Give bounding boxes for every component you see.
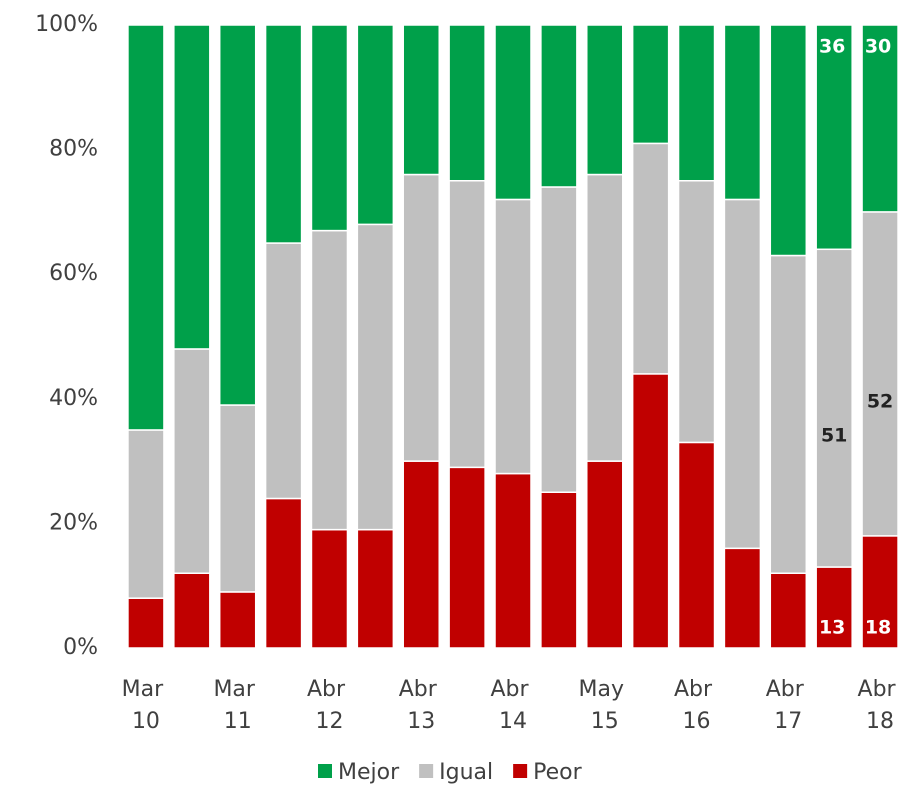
bar-segment (402, 173, 440, 462)
bar-segment (631, 142, 670, 375)
bar-segment (494, 472, 532, 649)
bar-segment (540, 186, 578, 493)
y-tick-label: 0% (63, 635, 98, 660)
y-tick-label: 80% (49, 137, 98, 162)
x-tick-line: 16 (683, 709, 711, 734)
x-tick-label: May 15 (579, 677, 631, 734)
legend-label: Igual (439, 760, 493, 785)
bar-segment (448, 24, 486, 182)
x-tick-line: Abr (766, 677, 811, 702)
x-tick-line: Mar (213, 677, 262, 702)
bar-segment (356, 24, 395, 226)
bar-segment (677, 180, 716, 444)
x-tick-label: Abr 18 (858, 677, 903, 734)
data-label: 52 (867, 390, 893, 412)
y-tick-label: 60% (49, 261, 98, 286)
data-label: 13 (819, 617, 845, 639)
bar-segment (173, 348, 211, 574)
bar-segment (310, 229, 349, 531)
legend-label: Mejor (338, 760, 400, 785)
x-tick-line: Abr (307, 677, 352, 702)
bar-segment (723, 24, 762, 201)
bar-segment (861, 24, 899, 213)
bar-segment (586, 173, 624, 462)
bar-segment (815, 566, 853, 649)
data-label: 30 (865, 36, 891, 58)
x-tick-line: 12 (315, 709, 343, 734)
bar-segment (723, 198, 762, 550)
bar-segment (127, 597, 165, 649)
legend-label: Peor (533, 760, 582, 785)
bar-segment (861, 535, 899, 649)
bar-segment (448, 180, 486, 469)
x-tick-line: 13 (407, 709, 435, 734)
x-tick-line: 14 (499, 709, 527, 734)
bar-segment (494, 24, 532, 201)
bar-segment (677, 24, 716, 182)
bar-segment (310, 24, 349, 232)
data-label: 51 (821, 425, 847, 447)
bar-segment (218, 24, 257, 406)
legend-swatch (318, 764, 332, 778)
bar-segment (402, 460, 440, 649)
bar-segment (540, 491, 578, 649)
bar-segment (494, 198, 532, 475)
bar-segment (127, 429, 165, 599)
bar-segment (540, 24, 578, 188)
bar-segment (677, 441, 716, 649)
bar-segment (769, 254, 808, 574)
bar-segment (310, 528, 349, 649)
data-label: 18 (865, 617, 891, 639)
bar-segment (769, 24, 808, 257)
bar-segment (264, 24, 303, 244)
bar-segment (723, 547, 762, 649)
bar-segment (173, 24, 211, 350)
x-tick-label: Abr 14 (490, 677, 535, 734)
x-tick-label: Abr 13 (399, 677, 444, 734)
bar-segment (586, 460, 624, 649)
bar-segment (356, 223, 395, 531)
data-label: 36 (819, 36, 845, 58)
x-tick-line: 17 (774, 709, 802, 734)
bar-segment (631, 24, 670, 145)
bar-segment (127, 24, 165, 431)
bar-segment (218, 591, 257, 649)
bar-segment (448, 466, 486, 649)
x-tick-label: Mar 10 (122, 677, 171, 734)
x-tick-line: Abr (490, 677, 535, 702)
x-tick-line: May (579, 677, 631, 702)
legend-swatch (419, 764, 434, 778)
x-tick-line: Abr (858, 677, 903, 702)
bar-segment (815, 24, 853, 251)
bar-segment (815, 248, 853, 568)
y-tick-label: 20% (49, 510, 98, 535)
x-tick-line: 15 (591, 709, 619, 734)
legend-swatch (513, 764, 528, 778)
bar-segment (356, 528, 395, 649)
x-tick-line: 11 (224, 709, 252, 734)
x-tick-label: Abr 17 (766, 677, 811, 734)
bar-segment (264, 497, 303, 649)
x-tick-line: 10 (132, 709, 160, 734)
bar-segment (586, 24, 624, 176)
bar-segment (173, 572, 211, 649)
x-tick-line: Mar (122, 677, 171, 702)
x-tick-label: Abr 12 (307, 677, 352, 734)
x-tick-line: Abr (399, 677, 444, 702)
x-tick-line: 18 (866, 709, 894, 734)
bar-segment (402, 24, 440, 176)
bar-segment (631, 373, 670, 649)
bar-segment (218, 404, 257, 593)
y-tick-label: 100% (35, 12, 98, 37)
bar-segment (769, 572, 808, 649)
x-tick-label: Mar 11 (213, 677, 262, 734)
x-tick-label: Abr 16 (674, 677, 719, 734)
x-tick-line: Abr (674, 677, 719, 702)
bar-segment (861, 211, 899, 537)
bar-segment (264, 242, 303, 500)
y-tick-label: 40% (49, 386, 98, 411)
